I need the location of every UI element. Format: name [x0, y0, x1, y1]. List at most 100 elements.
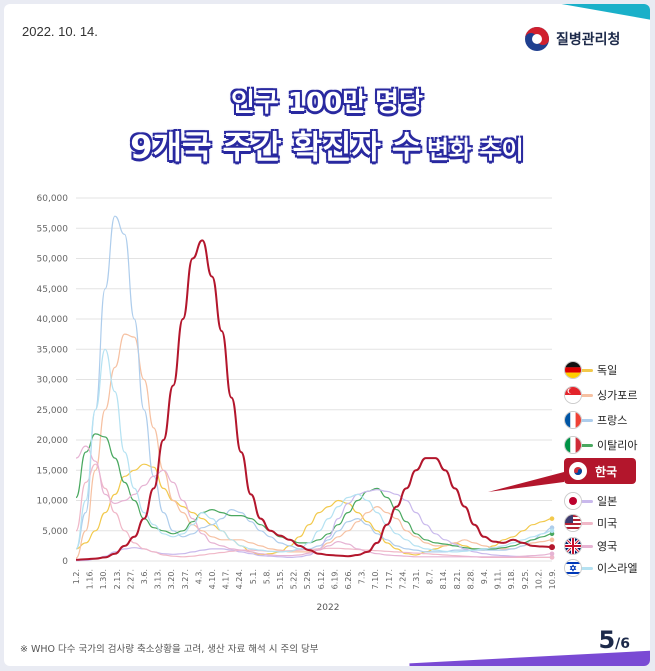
x-tick-label: 4.17. [222, 569, 231, 589]
x-axis-title: 2022 [317, 603, 340, 613]
y-tick-label: 20,000 [37, 436, 69, 446]
korea-highlight: 한국 [564, 458, 636, 484]
legend-swatch [579, 499, 593, 503]
title-line-2: 9개국 주간 확진자 수 변화 추이 [4, 122, 650, 168]
page-total: /6 [615, 636, 630, 652]
x-tick-label: 3.20. [167, 569, 176, 589]
series-end-point [549, 537, 555, 543]
legend-label: 영국 [597, 540, 618, 553]
x-tick-label: 3.13. [154, 569, 163, 589]
x-tick-label: 6.26. [344, 569, 353, 589]
x-axis-labels: 1.2. 1.16. 1.30. 2.13. 2.27. 3.6. 3.13. 3.20. 3.… [72, 569, 557, 589]
x-tick-label: 9.25. [521, 569, 530, 589]
y-tick-label: 15,000 [37, 466, 69, 476]
y-tick-label: 55,000 [37, 224, 69, 234]
series-line [75, 433, 553, 550]
korea-flag-icon [569, 462, 587, 480]
x-tick-label: 9.4. [480, 569, 489, 584]
x-tick-label: 4.3. [194, 569, 203, 584]
germany-flag-icon [564, 361, 582, 379]
y-tick-label: 60,000 [37, 194, 69, 204]
legend-swatch [579, 443, 593, 447]
x-tick-label: 4.24. [235, 569, 244, 589]
legend-label: 프랑스 [597, 414, 628, 427]
legend-swatch [579, 521, 593, 525]
x-tick-label: 4.10. [208, 569, 217, 589]
series-line [75, 239, 553, 561]
x-tick-label: 3.6. [140, 569, 149, 584]
legend-item: 프랑스 [564, 410, 627, 430]
x-tick-label: 5.8. [262, 569, 271, 584]
series-end-point [549, 528, 555, 534]
series-end-point [549, 555, 555, 560]
x-tick-label: 8.21. [453, 569, 462, 589]
x-tick-label: 5.22. [290, 569, 299, 589]
x-tick-label: 9.11. [494, 569, 503, 589]
series-line [75, 445, 553, 558]
footnote: ※ WHO 다수 국가의 검사량 축소상황을 고려, 생산 자료 해석 시 주의… [20, 644, 319, 655]
x-tick-label: 7.17. [385, 569, 394, 589]
infographic-card: 2022. 10. 14. 질병관리청 인구 100만 명당 9개국 주간 확진… [4, 4, 650, 666]
y-tick-label: 50,000 [37, 255, 69, 265]
series-line [75, 348, 553, 553]
y-tick-label: 45,000 [37, 285, 69, 295]
korea-callout-pointer [488, 472, 564, 492]
japan-flag-icon [564, 492, 582, 510]
x-tick-label: 3.27. [181, 569, 190, 589]
x-tick-label: 8.7. [426, 569, 435, 584]
x-tick-label: 6.12. [317, 569, 326, 589]
legend-label: 미국 [597, 517, 618, 530]
agency-logo: 질병관리청 [524, 26, 620, 52]
y-axis-labels: 0 5,000 10,000 15,000 20,000 25,000 30,000 35,0… [37, 194, 69, 567]
legend-item: 이탈리아 [564, 435, 637, 455]
x-tick-label: 7.31. [412, 569, 421, 589]
x-tick-label: 2.27. [126, 569, 135, 589]
x-tick-label: 2.13. [113, 569, 122, 589]
legend-swatch [579, 393, 593, 397]
x-tick-label: 5.15. [276, 569, 285, 589]
legend-item: 일본 [564, 491, 617, 511]
legend-item: 이스라엘 [564, 558, 637, 578]
page-current: 5 [598, 626, 616, 654]
line-chart: 0 5,000 10,000 15,000 20,000 25,000 30,000 35,0… [37, 194, 564, 613]
italy-flag-icon [564, 436, 582, 454]
y-tick-label: 0 [62, 557, 68, 567]
series-line [75, 333, 553, 559]
date-label: 2022. 10. 14. [22, 24, 98, 39]
x-tick-label: 10.9. [548, 569, 557, 589]
legend-label: 이탈리아 [597, 439, 638, 452]
chart-grid [76, 197, 552, 562]
legend-swatch [579, 544, 593, 548]
series-line [75, 215, 553, 553]
series-end-point [549, 551, 555, 557]
title-sub: 변화 추이 [427, 136, 524, 164]
legend-swatch [579, 418, 593, 422]
legend-label: 싱가포르 [597, 389, 638, 402]
legend-item: 독일 [564, 360, 617, 380]
title-line-1: 인구 100만 명당 [231, 88, 423, 118]
y-tick-label: 35,000 [37, 345, 69, 355]
legend-label: 이스라엘 [597, 562, 638, 575]
x-tick-label: 7.24. [398, 569, 407, 589]
uk-flag-icon [564, 537, 582, 555]
x-tick-label: 1.16. [86, 569, 95, 589]
x-tick-label: 10.2. [534, 569, 543, 589]
usa-flag-icon [564, 514, 582, 532]
france-flag-icon [564, 411, 582, 429]
series-lines [75, 215, 553, 562]
x-tick-label: 7.10. [371, 569, 380, 589]
legend-swatch [579, 368, 593, 372]
y-tick-label: 10,000 [37, 497, 69, 507]
singapore-flag-icon [564, 386, 582, 404]
israel-flag-icon [564, 559, 582, 577]
x-tick-label: 8.28. [466, 569, 475, 589]
title-main: 9개국 주간 확진자 수 [130, 128, 422, 166]
x-tick-label: 7.3. [358, 569, 367, 584]
page-indicator: 5/6 [598, 626, 630, 654]
x-tick-label: 6.19. [330, 569, 339, 589]
legend-swatch [579, 566, 593, 570]
x-tick-label: 5.29. [303, 569, 312, 589]
legend-label: 일본 [597, 495, 618, 508]
x-tick-label: 1.30. [99, 569, 108, 589]
legend-item: 영국 [564, 536, 617, 556]
